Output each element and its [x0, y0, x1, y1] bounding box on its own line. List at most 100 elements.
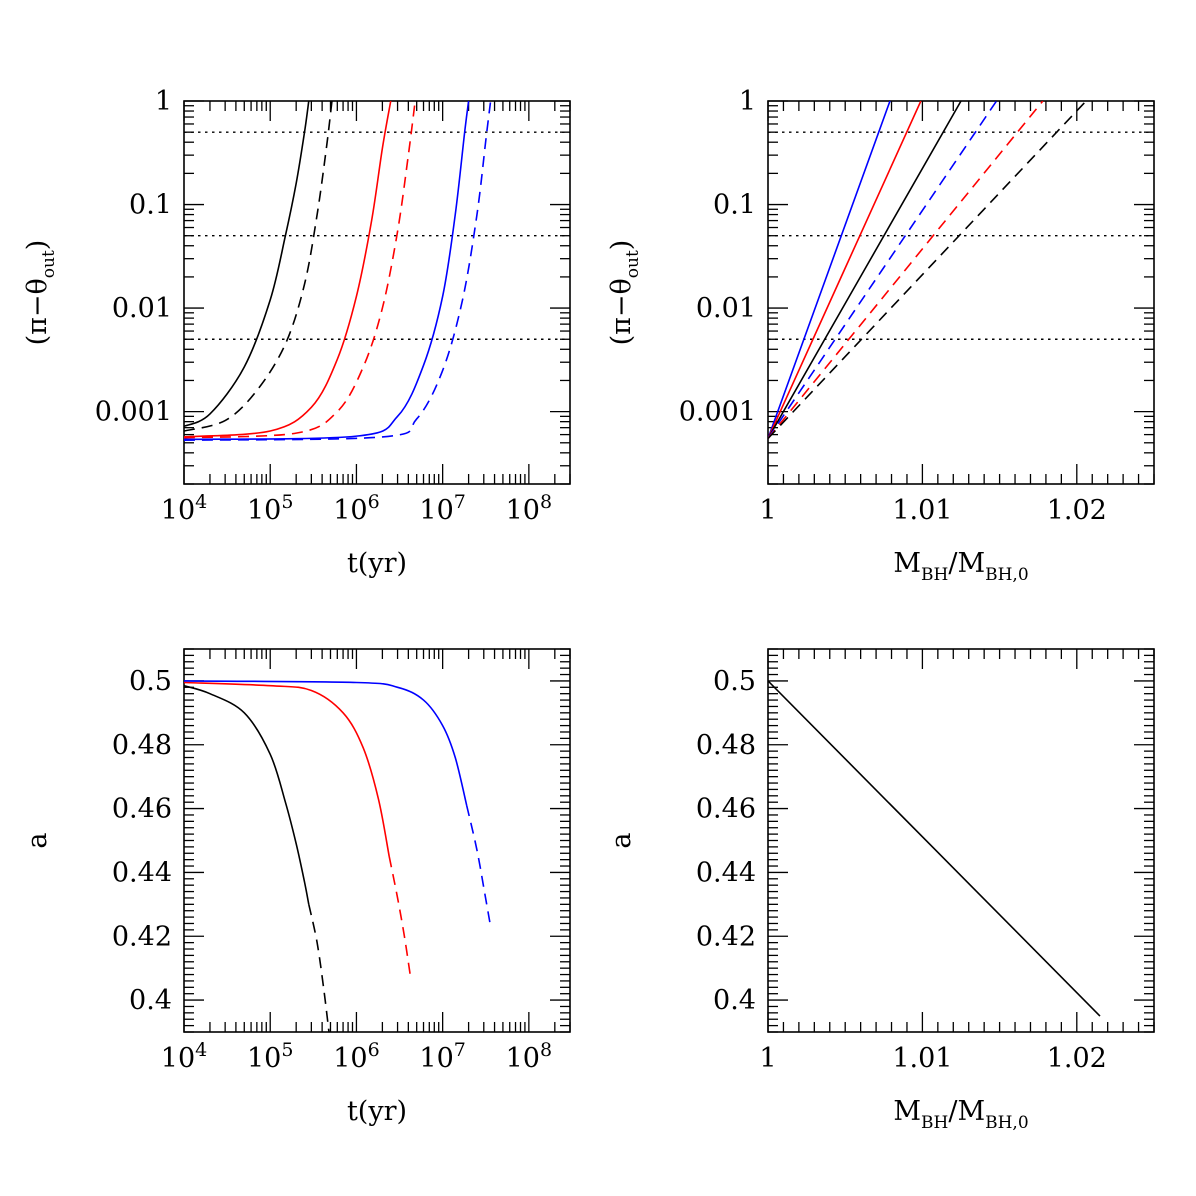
series-red-solid [768, 101, 922, 439]
series-black-solid [184, 101, 310, 428]
y-tick-label: 0.48 [696, 730, 756, 761]
x-tick-base: 10 [161, 495, 195, 526]
y-tick-label: 0.1 [129, 190, 172, 221]
x-tick-base: 10 [161, 1043, 195, 1074]
y-tick-label: 0.001 [679, 397, 756, 428]
panel-bottom-left: 104 105 106 107 1080.40.420.440.460.480.5t(y… [22, 648, 571, 1127]
x-tick-label: 107 [419, 491, 465, 526]
ticks [767, 100, 1155, 485]
series-red-solid [184, 681, 390, 857]
y-axis-label: (π−θout) [606, 240, 643, 346]
series-black-solid [768, 101, 962, 439]
y-label-part: (π−θ [22, 278, 53, 345]
x-tick-label: 1 [759, 495, 776, 526]
panel-top-left: 104 105 106 107 1080.0010.010.11t(yr)(π−θout… [22, 86, 571, 579]
ticks [183, 648, 571, 1033]
x-label-part: /M [948, 548, 985, 579]
x-axis-label: MBH/MBH,0 [893, 548, 1028, 585]
series-red-dashed [184, 101, 416, 439]
x-tick-base: 10 [247, 495, 281, 526]
x-tick-label: 105 [247, 1039, 293, 1074]
series-black-dashed [184, 101, 333, 432]
series-group [184, 101, 492, 441]
y-label-part: (π−θ [606, 278, 637, 345]
x-tick-base: 10 [247, 1043, 281, 1074]
x-label-subscript: BH [921, 565, 948, 585]
plot-frame [183, 100, 571, 485]
y-tick-label: 0.46 [696, 794, 756, 825]
plot-frame [767, 100, 1155, 485]
x-tick-exponent: 5 [281, 491, 293, 513]
series-red-dashed [768, 101, 1044, 440]
series-blue-dashed [768, 101, 998, 439]
y-label-part: ) [22, 240, 53, 251]
panel-top-right: 1 1.01 1.02 0.001 0.01 0.1 1 MBH/MBH,0 (π−θout) [606, 86, 1155, 585]
x-tick-exponent: 4 [195, 491, 207, 513]
panel-bottom-right: 1 1.01 1.02 0.4 0.42 0.44 0.46 0.48 0.5 MBH/MBH,0… [606, 648, 1155, 1133]
series-blue-solid [768, 101, 891, 439]
x-tick-base: 10 [333, 1043, 367, 1074]
x-tick-label: 1.01 [892, 495, 952, 526]
ticks [767, 648, 1155, 1033]
x-tick-base: 10 [506, 495, 540, 526]
y-tick-label: 0.44 [696, 857, 756, 888]
x-tick-base: 10 [419, 495, 453, 526]
x-label-part: M [893, 1096, 921, 1127]
x-tick-label: 108 [506, 1039, 552, 1074]
x-label-subscript: BH,0 [985, 565, 1029, 585]
series-black-dashed [307, 904, 330, 1032]
series-blue-dashed [184, 101, 492, 441]
x-label-subscript: BH,0 [985, 1113, 1029, 1133]
x-tick-exponent: 4 [195, 1039, 207, 1061]
y-tick-label: 0.5 [713, 666, 756, 697]
x-tick-label: 108 [506, 491, 552, 526]
series-red-solid [184, 101, 392, 438]
y-tick-label: 0.1 [713, 190, 756, 221]
plot-frame [767, 648, 1155, 1033]
y-axis-label: a [606, 832, 637, 848]
x-tick-label: 105 [247, 491, 293, 526]
ticks [183, 100, 571, 485]
y-label-subscript: out [623, 250, 643, 278]
y-label-subscript: out [39, 250, 59, 278]
y-tick-label: 0.01 [696, 293, 756, 324]
x-tick-label: 104 [161, 1039, 207, 1074]
x-axis-label: t(yr) [347, 1096, 407, 1127]
y-label-part: ) [606, 240, 637, 251]
x-tick-label: 1 [759, 1043, 776, 1074]
y-tick-label: 0.42 [112, 921, 172, 952]
series-blue-dashed [465, 805, 492, 927]
x-tick-exponent: 6 [368, 491, 380, 513]
x-tick-base: 10 [419, 1043, 453, 1074]
series-blue-solid [184, 680, 468, 806]
plot-frame [183, 648, 571, 1033]
x-tick-label: 107 [419, 1039, 465, 1074]
series-group [768, 101, 1087, 440]
series-group [768, 680, 1101, 1017]
x-tick-label: 1.02 [1047, 495, 1107, 526]
y-tick-label: 0.4 [713, 985, 756, 1016]
x-tick-base: 10 [506, 1043, 540, 1074]
y-tick-label: 0.001 [95, 397, 172, 428]
y-tick-label: 0.4 [129, 985, 172, 1016]
series-red-dashed [388, 856, 411, 975]
x-tick-base: 10 [333, 495, 367, 526]
series-black-dashed [768, 101, 1087, 440]
x-tick-label: 1.02 [1047, 1043, 1107, 1074]
x-label-part: M [893, 548, 921, 579]
series-blue-solid [184, 101, 470, 441]
x-axis-label: t(yr) [347, 548, 407, 579]
series-black-solid [184, 684, 310, 905]
x-tick-exponent: 8 [540, 491, 552, 513]
x-label-subscript: BH [921, 1113, 948, 1133]
y-axis-label: a [22, 832, 53, 848]
x-tick-exponent: 8 [540, 1039, 552, 1061]
x-tick-label: 106 [333, 1039, 379, 1074]
y-tick-label: 1 [739, 86, 756, 117]
x-tick-exponent: 7 [454, 491, 466, 513]
y-axis-label: (π−θout) [22, 240, 59, 346]
x-label-part: /M [948, 1096, 985, 1127]
x-tick-exponent: 6 [368, 1039, 380, 1061]
y-tick-label: 0.5 [129, 666, 172, 697]
y-tick-label: 0.48 [112, 730, 172, 761]
